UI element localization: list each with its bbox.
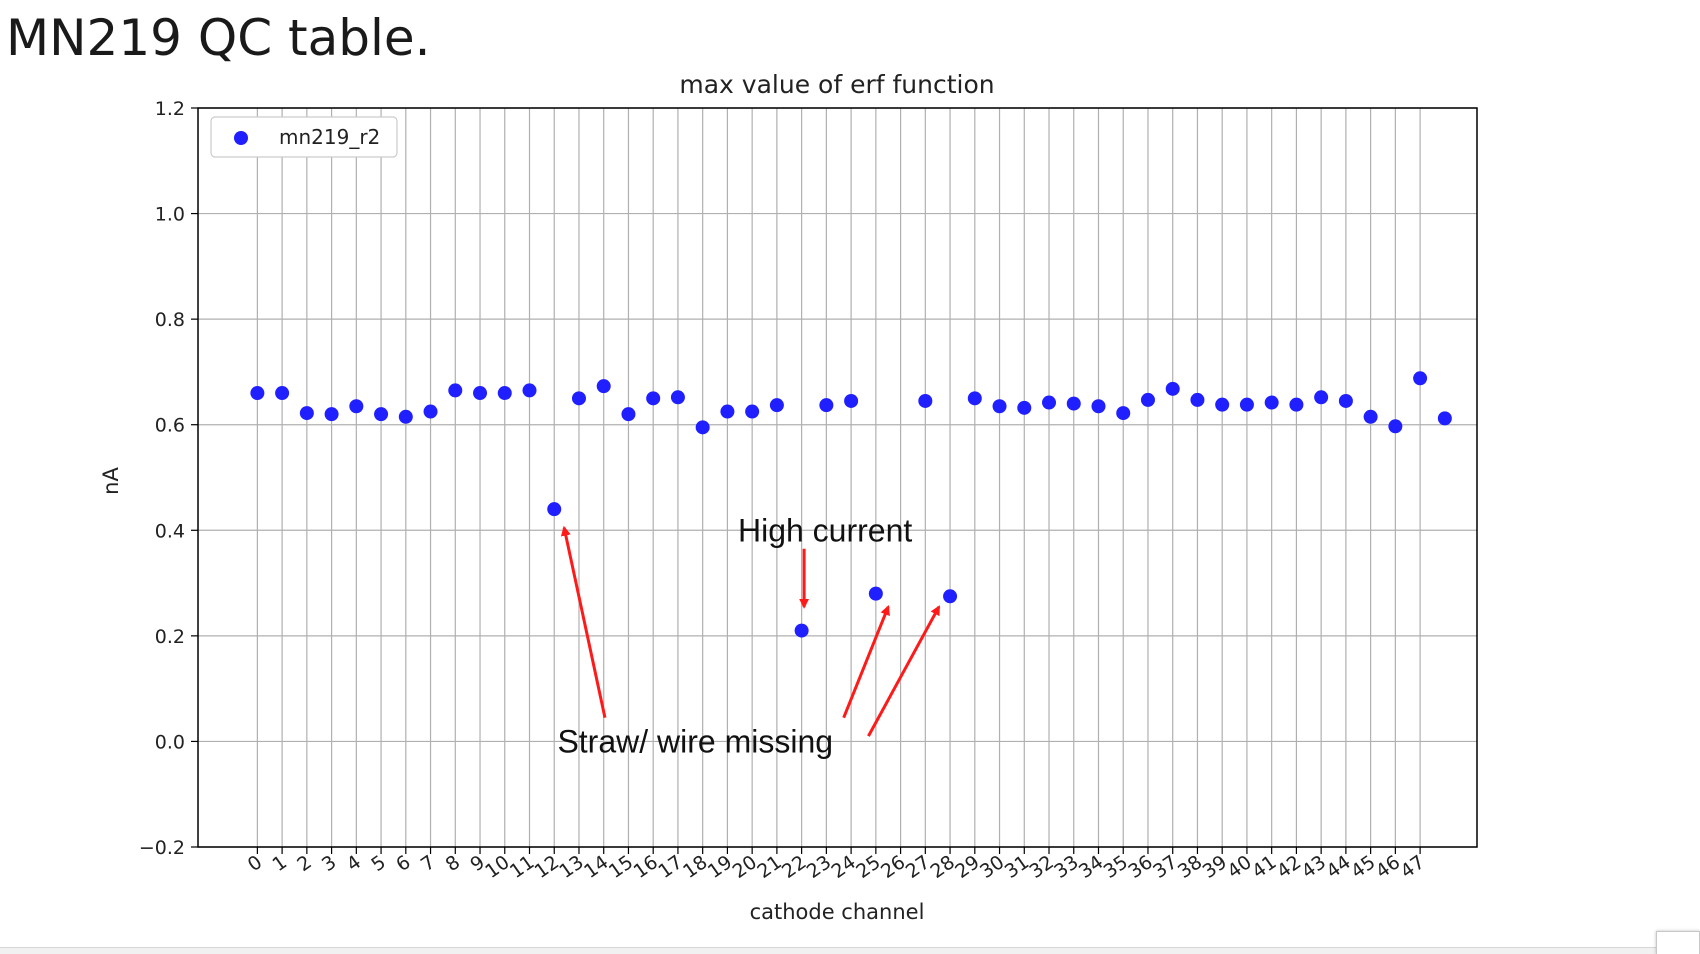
data-point [1413,371,1428,386]
data-point [1338,393,1353,408]
annotation-arrow [867,605,941,737]
data-point [398,409,413,424]
data-point [596,379,611,394]
data-point [1289,397,1304,412]
data-point [423,404,438,419]
data-point [1116,406,1131,421]
data-point [943,589,958,604]
data-point [1239,397,1254,412]
annotation-text: High current [738,512,912,548]
data-point [299,406,314,421]
data-point [794,623,809,638]
x-tick-label: 2 [293,851,316,876]
x-tick-label: 0 [244,851,267,876]
data-point [547,502,562,517]
data-point [745,404,760,419]
data-point [868,586,883,601]
y-tick-label: 0.8 [155,309,185,331]
data-points [250,371,1452,638]
x-tick-label: 7 [417,851,440,876]
data-point [769,398,784,413]
plot-area [197,107,1478,848]
x-tick-label: 1 [268,851,291,876]
data-point [1190,392,1205,407]
y-tick-label: 0.0 [155,731,185,753]
x-tick-label: 47 [1397,851,1429,883]
data-point [1314,390,1329,405]
annotation-text: Straw/ wire missing [557,723,833,759]
x-tick-label: 3 [318,851,341,876]
chart-title: max value of erf function [679,70,994,99]
data-point [571,391,586,406]
x-tick-label: 5 [367,851,390,876]
data-point [646,391,661,406]
data-point [1017,400,1032,415]
annotation-arrow [560,525,607,718]
data-point [448,383,463,398]
data-point [720,404,735,419]
data-point [1165,381,1180,396]
data-point [324,407,339,422]
y-tick-label: 0.2 [155,626,185,648]
data-point [1066,396,1081,411]
x-tick-label: 6 [392,851,415,876]
y-tick-label: 0.4 [155,520,185,542]
y-axis: −0.2 0.0 0.2 0.4 0.6 0.8 1.0 1.2 [139,98,198,859]
data-point [1091,399,1106,414]
data-point [1042,395,1057,410]
data-point [695,420,710,435]
slide-title: MN219 QC table. [6,9,431,67]
data-point [522,383,537,398]
annotations: High current Straw/ wire missing [557,512,941,759]
y-axis-label: nA [99,467,123,495]
y-tick-label: 0.6 [155,415,185,437]
data-point [621,407,636,422]
status-bar [0,947,1700,954]
x-axis-label: cathode channel [750,900,925,924]
annotation-arrow [842,604,890,719]
data-point [819,398,834,413]
data-point [250,386,265,401]
legend-box [210,116,398,158]
data-point [275,386,290,401]
x-tick-label: 8 [442,851,465,876]
data-point [473,386,488,401]
data-point [992,399,1007,414]
x-axis: 0 1 2 3 4 5 6 7 8 9101112131415161718192021222324… [244,847,1429,883]
data-point [497,386,512,401]
legend-marker [234,131,248,145]
data-point [374,407,389,422]
legend: mn219_r2 [210,116,398,158]
data-point [844,393,859,408]
x-tick-label: 4 [343,851,366,876]
grid [198,107,1477,848]
y-tick-label: 1.2 [155,98,185,120]
data-point [1264,395,1279,410]
legend-label: mn219_r2 [279,125,380,149]
data-point [349,399,364,414]
data-point [1437,411,1452,426]
data-point [1388,419,1403,434]
y-tick-label: 1.0 [155,204,185,226]
y-tick-label: −0.2 [139,837,185,859]
data-point [1140,392,1155,407]
data-point [967,391,982,406]
data-point [1215,397,1230,412]
slide-thumbnail[interactable] [1656,931,1700,954]
data-point [1363,409,1378,424]
data-point [918,393,933,408]
data-point [670,390,685,405]
